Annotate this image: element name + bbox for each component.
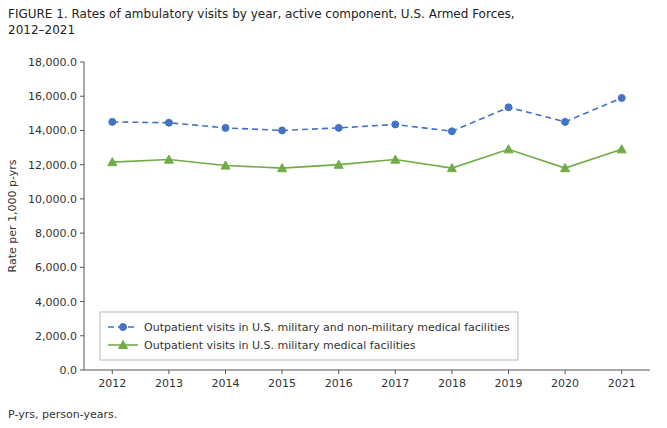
point xyxy=(504,145,513,153)
x-tick-label: 2014 xyxy=(212,377,240,390)
y-tick xyxy=(80,370,84,371)
point xyxy=(561,164,570,172)
y-axis-line xyxy=(84,62,85,370)
point xyxy=(392,121,399,128)
x-tick-label: 2020 xyxy=(551,377,579,390)
y-tick xyxy=(80,233,84,234)
y-tick-label: 18,000.0 xyxy=(28,56,77,69)
x-tick-label: 2017 xyxy=(381,377,409,390)
point xyxy=(448,128,455,135)
legend-marker xyxy=(120,324,127,331)
y-tick xyxy=(80,130,84,131)
x-tick-label: 2012 xyxy=(98,377,126,390)
point xyxy=(447,164,456,172)
footnote: P-yrs, person-years. xyxy=(8,408,117,421)
y-tick-label: 16,000.0 xyxy=(28,90,77,103)
point xyxy=(165,119,172,126)
series xyxy=(108,145,626,172)
legend-box xyxy=(100,312,518,360)
y-tick-label: 12,000.0 xyxy=(28,159,77,172)
title: FIGURE 1. Rates of ambulatory visits by … xyxy=(8,7,515,37)
x-tick-label: 2019 xyxy=(495,377,523,390)
y-tick-label: 14,000.0 xyxy=(28,124,77,137)
line xyxy=(112,98,621,131)
y-tick xyxy=(80,96,84,97)
point xyxy=(279,127,286,134)
point xyxy=(108,158,117,166)
x-tick xyxy=(451,370,452,374)
y-tick xyxy=(80,164,84,165)
plot-area xyxy=(108,94,626,171)
legend-label: Outpatient visits in U.S. military and n… xyxy=(144,321,510,334)
legend: Outpatient visits in U.S. military and n… xyxy=(100,312,518,360)
point xyxy=(617,145,626,153)
legend-label: Outpatient visits in U.S. military medic… xyxy=(144,339,416,352)
y-tick xyxy=(80,62,84,63)
y-tick-label: 4,000.0 xyxy=(35,296,77,309)
x-tick xyxy=(565,370,566,374)
x-tick-label: 2016 xyxy=(325,377,353,390)
y-tick-label: 8,000.0 xyxy=(35,227,77,240)
axes: 0.0 2,000.0 4,000.0 6,000.0 8,000.0 10,000.0 1… xyxy=(28,56,650,390)
x-tick xyxy=(338,370,339,374)
point xyxy=(505,104,512,111)
point xyxy=(334,160,343,168)
x-tick xyxy=(508,370,509,374)
x-tick xyxy=(225,370,226,374)
x-tick-label: 2015 xyxy=(268,377,296,390)
y-tick xyxy=(80,198,84,199)
y-tick xyxy=(80,267,84,268)
chart: FIGURE 1. Rates of ambulatory visits by … xyxy=(0,0,667,428)
point xyxy=(109,118,116,125)
point xyxy=(391,155,400,163)
x-tick xyxy=(395,370,396,374)
point xyxy=(335,124,342,131)
point xyxy=(164,155,173,163)
x-tick xyxy=(282,370,283,374)
point xyxy=(221,161,230,169)
x-tick-label: 2021 xyxy=(608,377,636,390)
series xyxy=(109,94,625,134)
y-axis-label: Rate per 1,000 p-yrs xyxy=(6,159,19,272)
y-tick-label: 0.0 xyxy=(60,364,78,377)
y-tick-label: 2,000.0 xyxy=(35,330,77,343)
x-tick xyxy=(112,370,113,374)
x-tick-label: 2013 xyxy=(155,377,183,390)
y-tick-label: 10,000.0 xyxy=(28,193,77,206)
y-tick-label: 6,000.0 xyxy=(35,261,77,274)
legend-marker xyxy=(119,341,128,349)
point xyxy=(618,94,625,101)
x-tick xyxy=(621,370,622,374)
x-tick xyxy=(168,370,169,374)
point xyxy=(562,118,569,125)
y-tick xyxy=(80,335,84,336)
line xyxy=(112,149,621,168)
y-tick xyxy=(80,301,84,302)
point xyxy=(278,164,287,172)
x-tick-label: 2018 xyxy=(438,377,466,390)
point xyxy=(222,124,229,131)
